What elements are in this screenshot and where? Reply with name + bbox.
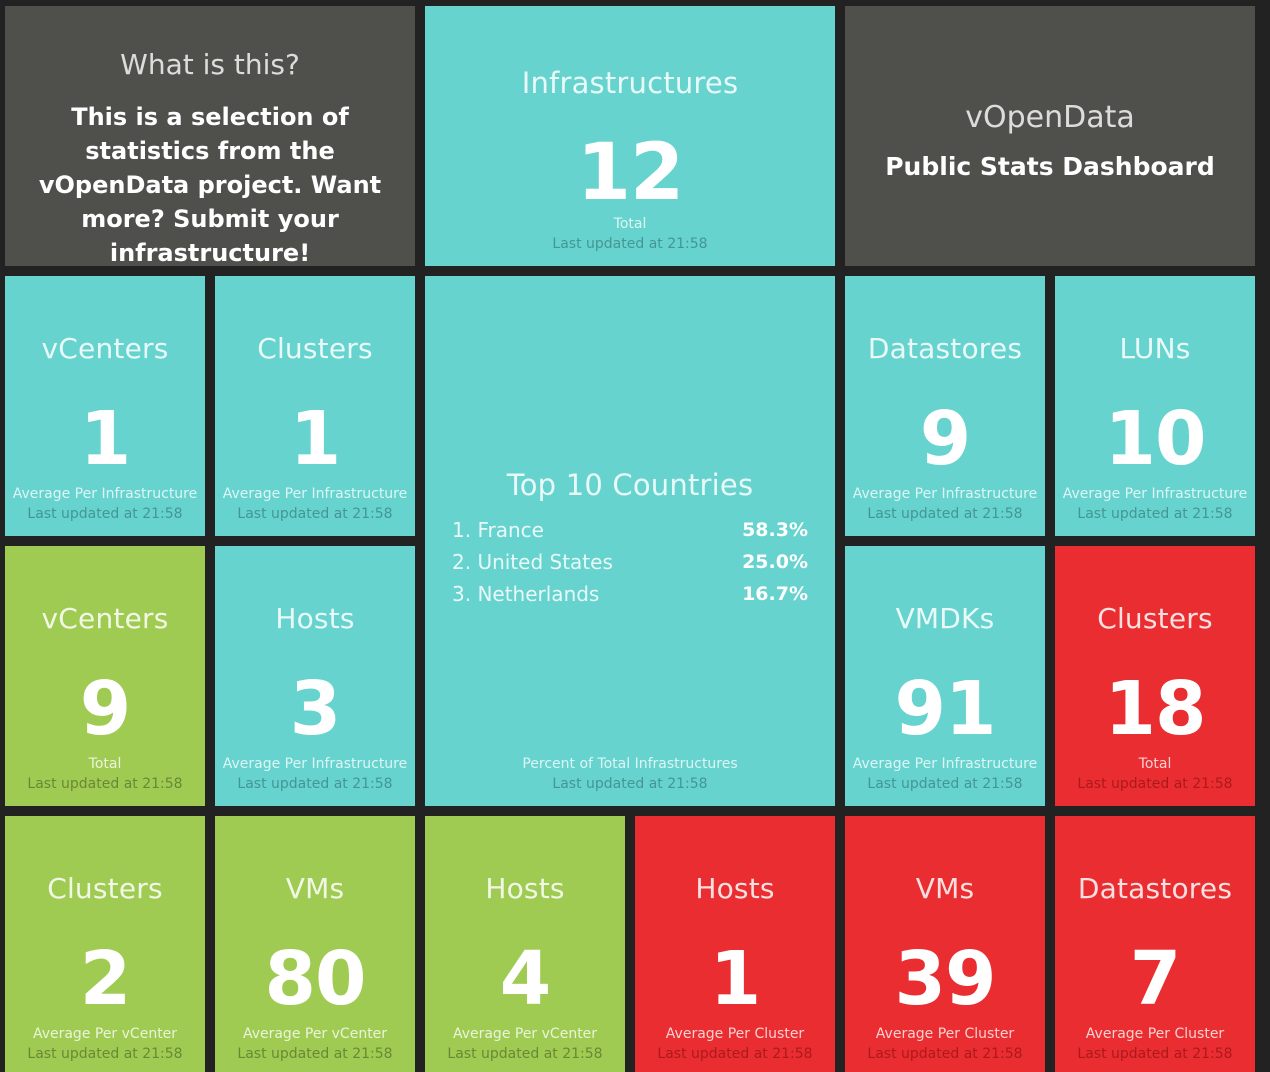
tile-updated: Last updated at 21:58 [867,1046,1023,1062]
tile-value: 10 [1104,396,1207,482]
tile-title: Datastores [1077,872,1233,905]
country-row: 3. Netherlands 16.7% [452,578,808,610]
stat-tile: Datastores 7 Average Per Cluster Last up… [1055,816,1255,1072]
stat-tile: vCenters 1 Average Per Infrastructure La… [5,276,205,536]
tile-subtitle: Average Per Infrastructure [222,486,408,502]
tile-subtitle: Average Per Infrastructure [1062,486,1248,502]
tile-value: 1 [79,396,132,482]
tile-title: Clusters [257,332,373,365]
country-name: 1. France [452,518,544,542]
tile-updated: Last updated at 21:58 [1077,776,1233,792]
tile-value: 12 [576,128,685,218]
tile-updated: Last updated at 21:58 [237,776,393,792]
info-body: This is a selection of statistics from t… [38,103,382,266]
tile-updated: Last updated at 21:58 [552,776,708,792]
tile-value: 2 [79,936,132,1022]
tile-subtitle: Total [613,216,647,232]
top-countries-tile: Top 10 Countries 1. France 58.3% 2. Unit… [425,276,835,806]
country-name: 3. Netherlands [452,582,600,606]
country-name: 2. United States [452,550,613,574]
tile-value: 9 [919,396,972,482]
tile-value: 7 [1129,936,1182,1022]
tile-subtitle: Average Per Infrastructure [852,756,1038,772]
stat-tile: Hosts 1 Average Per Cluster Last updated… [635,816,835,1072]
info-heading: What is this? [120,48,300,81]
tile-value: 1 [289,396,342,482]
tile-value: 9 [79,666,132,752]
tile-title: Hosts [485,872,565,905]
tile-updated: Last updated at 21:58 [27,506,183,522]
stat-tile: Hosts 4 Average Per vCenter Last updated… [425,816,625,1072]
country-percent: 16.7% [742,583,808,605]
tile-title: VMs [285,872,345,905]
tile-value: 1 [709,936,762,1022]
tile-updated: Last updated at 21:58 [447,1046,603,1062]
stat-tile: VMs 80 Average Per vCenter Last updated … [215,816,415,1072]
stat-tile: Hosts 3 Average Per Infrastructure Last … [215,546,415,806]
info-tile: What is this? This is a selection of sta… [5,6,415,266]
stat-tile: Clusters 2 Average Per vCenter Last upda… [5,816,205,1072]
tile-subtitle: Average Per Infrastructure [222,756,408,772]
tile-subtitle: Average Per Cluster [665,1026,805,1042]
tile-title: Hosts [275,602,355,635]
tile-updated: Last updated at 21:58 [1077,506,1233,522]
tile-updated: Last updated at 21:58 [27,1046,183,1062]
tile-subtitle: Average Per Infrastructure [12,486,198,502]
tile-title: Clusters [1097,602,1213,635]
tile-value: 91 [894,666,997,752]
stat-tile: LUNs 10 Average Per Infrastructure Last … [1055,276,1255,536]
tile-subtitle: Average Per Infrastructure [852,486,1038,502]
tile-updated: Last updated at 21:58 [27,776,183,792]
country-list: 1. France 58.3% 2. United States 25.0% 3… [452,514,808,610]
tile-value: 39 [894,936,997,1022]
tile-title: LUNs [1119,332,1191,365]
tile-subtitle: Average Per vCenter [452,1026,598,1042]
stat-tile: Datastores 9 Average Per Infrastructure … [845,276,1045,536]
tile-updated: Last updated at 21:58 [1077,1046,1233,1062]
tile-title: VMDKs [895,602,995,635]
tile-subtitle: Average Per Cluster [1085,1026,1225,1042]
tile-value: 80 [264,936,367,1022]
stat-tile: VMs 39 Average Per Cluster Last updated … [845,816,1045,1072]
tile-subtitle: Total [88,756,122,772]
brand-subtitle: Public Stats Dashboard [885,152,1215,181]
tile-title: Infrastructures [521,66,739,100]
tile-value: 18 [1104,666,1207,752]
tile-updated: Last updated at 21:58 [552,236,708,252]
brand-tile: vOpenData Public Stats Dashboard [845,6,1255,266]
tile-subtitle: Average Per vCenter [242,1026,388,1042]
country-row: 1. France 58.3% [452,514,808,546]
tile-subtitle: Percent of Total Infrastructures [522,756,738,772]
tile-subtitle: Total [1138,756,1172,772]
tile-title: vCenters [41,602,169,635]
stat-tile: vCenters 9 Total Last updated at 21:58 [5,546,205,806]
tile-updated: Last updated at 21:58 [237,1046,393,1062]
country-percent: 25.0% [742,551,808,573]
tile-title: vCenters [41,332,169,365]
country-percent: 58.3% [742,519,808,541]
tile-updated: Last updated at 21:58 [657,1046,813,1062]
stat-tile: VMDKs 91 Average Per Infrastructure Last… [845,546,1045,806]
tile-updated: Last updated at 21:58 [867,506,1023,522]
tile-value: 4 [499,936,552,1022]
stat-tile: Clusters 18 Total Last updated at 21:58 [1055,546,1255,806]
tile-subtitle: Average Per Cluster [875,1026,1015,1042]
tile-title: Datastores [867,332,1023,365]
tile-title: Clusters [47,872,163,905]
tile-updated: Last updated at 21:58 [237,506,393,522]
tile-title: Hosts [695,872,775,905]
tile-title: Top 10 Countries [506,468,754,502]
country-row: 2. United States 25.0% [452,546,808,578]
tile-subtitle: Average Per vCenter [32,1026,178,1042]
tile-updated: Last updated at 21:58 [867,776,1023,792]
brand-title: vOpenData [965,100,1135,135]
stat-tile: Clusters 1 Average Per Infrastructure La… [215,276,415,536]
tile-title: VMs [915,872,975,905]
infrastructures-tile: Infrastructures 12 Total Last updated at… [425,6,835,266]
tile-value: 3 [289,666,342,752]
